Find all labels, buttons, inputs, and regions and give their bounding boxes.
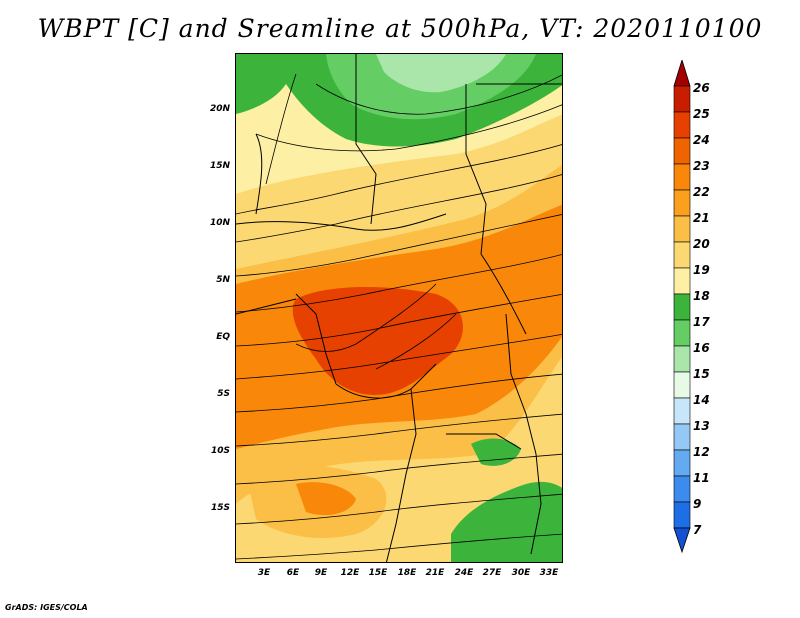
colorbar-segment bbox=[673, 241, 691, 269]
colorbar-segment bbox=[673, 397, 691, 425]
colorbar-label: 24 bbox=[693, 133, 710, 147]
wbpt-field-17-southeast bbox=[451, 481, 562, 562]
colorbar-label: 14 bbox=[693, 393, 710, 407]
colorbar-segment bbox=[673, 189, 691, 217]
colorbar-segment bbox=[673, 319, 691, 347]
lat-label: 10N bbox=[209, 218, 230, 228]
lat-label: 20N bbox=[209, 104, 230, 114]
colorbar-segment bbox=[673, 215, 691, 243]
colorbar-segment bbox=[673, 137, 691, 165]
lon-label: 12E bbox=[340, 568, 360, 578]
lon-label: 30E bbox=[511, 568, 531, 578]
lon-label: 18E bbox=[397, 568, 417, 578]
colorbar-label: 21 bbox=[693, 211, 710, 225]
map-panel bbox=[235, 53, 563, 563]
lat-label: 15N bbox=[209, 161, 230, 171]
lon-label: 24E bbox=[454, 568, 474, 578]
colorbar-segment bbox=[673, 293, 691, 321]
lat-label: EQ bbox=[216, 332, 230, 342]
lon-label: 6E bbox=[286, 568, 300, 578]
wbpt-field-22-south bbox=[296, 482, 356, 516]
colorbar-label: 22 bbox=[693, 185, 710, 199]
colorbar-label: 20 bbox=[693, 237, 710, 251]
lon-label: 33E bbox=[539, 568, 559, 578]
lat-label: 5N bbox=[216, 275, 230, 285]
map-canvas bbox=[236, 54, 562, 562]
colorbar-arrow-bottom bbox=[673, 527, 691, 554]
colorbar-label: 7 bbox=[693, 523, 702, 537]
colorbar-segment bbox=[673, 111, 691, 139]
colorbar-label: 9 bbox=[693, 497, 702, 511]
colorbar-label: 19 bbox=[693, 263, 710, 277]
colorbar-segment bbox=[673, 345, 691, 373]
lat-label: 5S bbox=[217, 389, 230, 399]
lat-label: 15S bbox=[210, 503, 230, 513]
colorbar-segment bbox=[673, 371, 691, 399]
lon-label: 15E bbox=[368, 568, 388, 578]
colorbar-segment bbox=[673, 163, 691, 191]
lon-label: 21E bbox=[425, 568, 445, 578]
colorbar-label: 18 bbox=[693, 289, 710, 303]
colorbar-label: 13 bbox=[693, 419, 710, 433]
wbpt-field-15-north bbox=[376, 54, 506, 93]
colorbar-label: 23 bbox=[693, 159, 710, 173]
lon-label: 9E bbox=[314, 568, 328, 578]
colorbar-label: 15 bbox=[693, 367, 710, 381]
colorbar-segment bbox=[673, 267, 691, 295]
colorbar-label: 17 bbox=[693, 315, 710, 329]
lon-label: 3E bbox=[257, 568, 271, 578]
colorbar-label: 26 bbox=[693, 81, 710, 95]
colorbar-label: 11 bbox=[693, 471, 710, 485]
colorbar bbox=[673, 60, 691, 554]
colorbar-segment bbox=[673, 423, 691, 451]
wbpt-field-24 bbox=[292, 287, 463, 395]
colorbar-label: 12 bbox=[693, 445, 710, 459]
colorbar-segment bbox=[673, 475, 691, 503]
colorbar-segment bbox=[673, 449, 691, 477]
streamlines bbox=[236, 73, 562, 560]
credit-label: GrADS: IGES/COLA bbox=[5, 603, 88, 612]
colorbar-arrow-top bbox=[673, 60, 691, 87]
colorbar-label: 16 bbox=[693, 341, 710, 355]
map-title: WBPT [C] and Sreamline at 500hPa, VT: 20… bbox=[37, 14, 763, 43]
colorbar-segment bbox=[673, 501, 691, 529]
lon-label: 27E bbox=[482, 568, 502, 578]
colorbar-segment bbox=[673, 85, 691, 113]
colorbar-label: 25 bbox=[693, 107, 710, 121]
lat-label: 10S bbox=[210, 446, 230, 456]
